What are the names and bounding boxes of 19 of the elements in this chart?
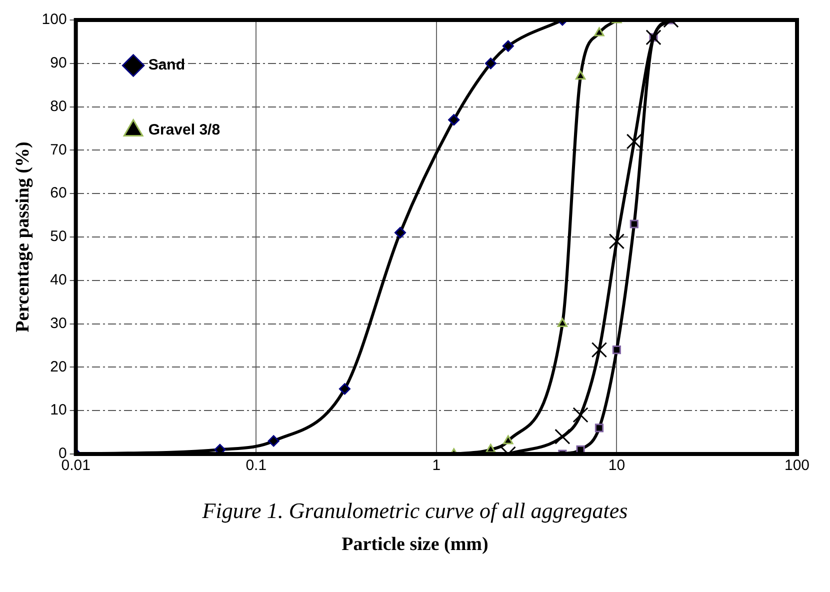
y-tick-label: 100 — [42, 11, 67, 28]
caption: Figure 1. Granulometric curve of all aggregates — [201, 498, 629, 524]
legend-label: Gravel 3/8 — [148, 122, 220, 139]
x-axis-title: Particle size (mm) — [340, 534, 490, 556]
x-tick-label: 10 — [608, 457, 626, 474]
y-tick-label: 50 — [50, 228, 67, 246]
x-tick-label: 0.1 — [246, 457, 267, 474]
y-tick-label: 70 — [50, 141, 67, 158]
y-tick-label: 30 — [50, 314, 67, 332]
y-tick-label: 20 — [50, 358, 67, 376]
y-axis-title: Percentage passing (%) — [12, 142, 34, 332]
y-tick-label: 10 — [50, 402, 67, 419]
x-tick-label: 0.01 — [61, 457, 90, 474]
x-tick-label: 100 — [784, 457, 810, 474]
x-tick-label: 1 — [432, 457, 441, 474]
y-tick-label: 80 — [50, 98, 67, 115]
y-tick-label: 60 — [50, 184, 67, 202]
y-tick-label: 90 — [50, 54, 67, 72]
y-tick-label: 40 — [50, 272, 67, 289]
